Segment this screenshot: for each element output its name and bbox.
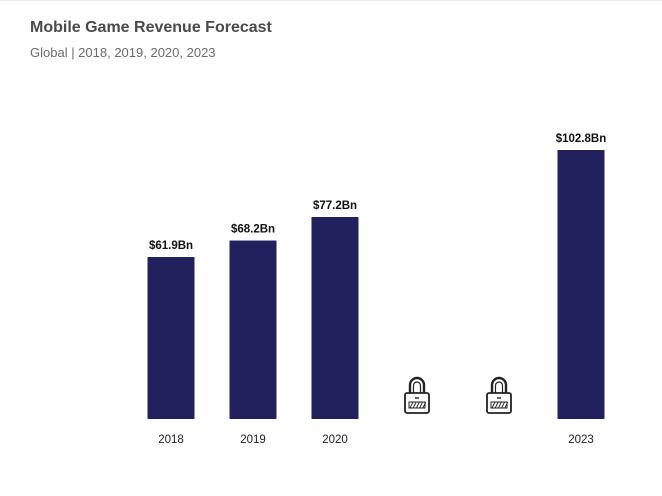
data-label-2018: $61.9Bn <box>149 240 193 252</box>
chart-title: Mobile Game Revenue Forecast <box>30 19 272 36</box>
data-label-2023: $102.8Bn <box>556 133 607 145</box>
x-tick-label-2023: 2023 <box>568 434 594 446</box>
bar-2023 <box>557 150 605 419</box>
padlock-icon <box>404 376 430 414</box>
x-tick-label-2019: 2019 <box>240 434 266 446</box>
x-tick-label-2018: 2018 <box>158 434 184 446</box>
chart-subtitle: Global | 2018, 2019, 2020, 2023 <box>30 45 216 60</box>
bar-2020 <box>311 216 359 419</box>
bar-2019 <box>229 240 277 419</box>
x-tick-label-2020: 2020 <box>322 434 348 446</box>
top-divider <box>0 0 662 1</box>
data-label-2019: $68.2Bn <box>231 224 275 236</box>
padlock-icon <box>486 376 512 414</box>
data-label-2020: $77.2Bn <box>313 200 357 212</box>
bar-2018 <box>147 257 195 419</box>
